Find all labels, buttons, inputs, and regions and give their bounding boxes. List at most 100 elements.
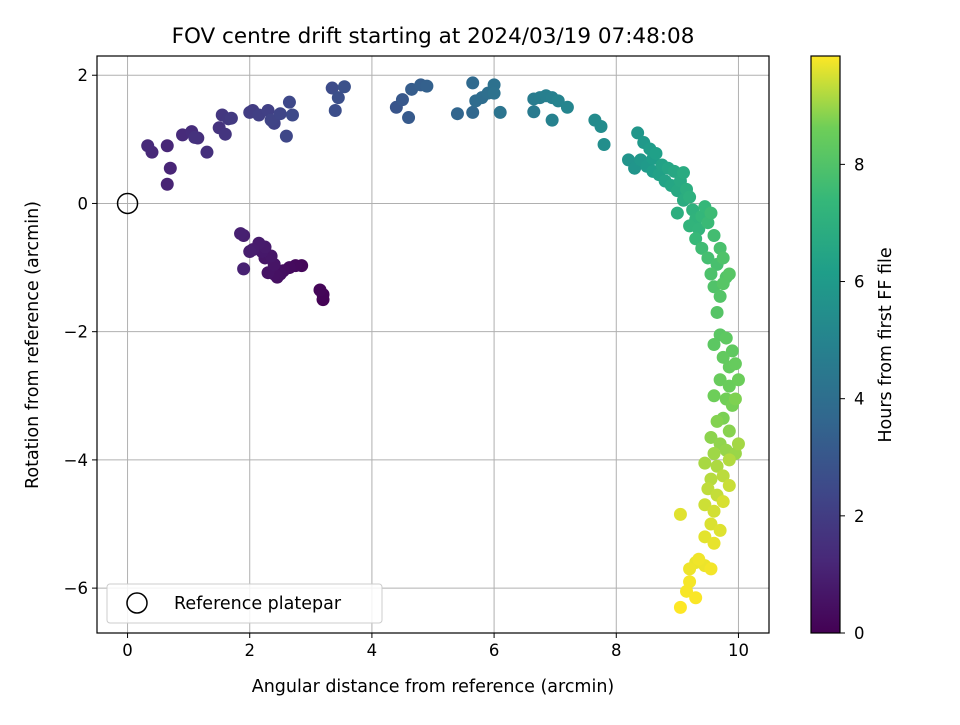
data-point: [160, 139, 174, 153]
y-tick-label: −2: [64, 323, 88, 342]
data-point: [285, 108, 299, 122]
data-point: [487, 86, 501, 100]
data-point: [673, 600, 687, 614]
x-tick-label: 0: [122, 641, 133, 660]
data-point: [594, 120, 608, 134]
colorbar: 0 2 4 6 8 Hours from first FF file: [810, 55, 896, 643]
data-point: [683, 562, 697, 576]
data-point: [273, 107, 287, 121]
data-point: [716, 350, 730, 364]
data-point: [710, 459, 724, 473]
data-point: [325, 81, 339, 95]
data-point: [243, 245, 257, 259]
plot-frame: [96, 55, 770, 634]
data-point: [701, 251, 715, 265]
x-axis-label: Angular distance from reference (arcmin): [252, 677, 615, 697]
data-point: [716, 251, 730, 265]
data-point: [234, 227, 248, 241]
data-point: [704, 430, 718, 444]
data-point: [493, 105, 507, 119]
data-point: [160, 177, 174, 191]
data-point: [704, 206, 718, 220]
data-point: [707, 229, 721, 243]
data-point: [218, 127, 232, 141]
data-point: [466, 105, 480, 119]
data-point: [707, 338, 721, 351]
data-point: [719, 331, 733, 345]
data-point: [313, 283, 327, 297]
data-point: [731, 373, 745, 387]
data-point: [237, 262, 251, 276]
x-tick-label: 4: [367, 641, 378, 660]
data-point: [713, 523, 727, 537]
data-point: [707, 446, 721, 460]
data-point: [695, 241, 709, 255]
data-point: [282, 95, 296, 109]
data-point: [713, 289, 727, 303]
data-point: [728, 357, 742, 371]
data-point: [716, 469, 730, 483]
colorbar-tick-label: 2: [854, 507, 865, 526]
legend-entry-label: Reference platepar: [174, 594, 342, 614]
data-point: [631, 126, 645, 140]
x-tick-label: 6: [489, 641, 500, 660]
data-point: [722, 424, 736, 438]
data-point: [337, 80, 351, 94]
data-point: [722, 379, 736, 393]
legend: Reference platepar: [106, 583, 383, 624]
data-point: [716, 495, 730, 509]
y-tick-label: −4: [64, 451, 88, 470]
data-point: [264, 113, 278, 127]
data-point: [649, 146, 663, 160]
data-point: [728, 392, 742, 406]
data-point: [680, 584, 694, 598]
data-point: [420, 79, 434, 93]
colorbar-tick-label: 8: [854, 155, 865, 174]
data-point: [722, 267, 736, 281]
data-point: [707, 389, 721, 403]
chart-title: FOV centre drift starting at 2024/03/19 …: [172, 24, 695, 49]
data-point: [722, 479, 736, 493]
data-point: [224, 111, 238, 125]
data-point: [707, 504, 721, 518]
data-point: [163, 161, 177, 175]
y-axis-label: Rotation from reference (arcmin): [23, 201, 43, 489]
y-tick-label: −6: [64, 579, 88, 598]
legend-marker-icon: [126, 592, 148, 614]
data-point: [545, 113, 559, 127]
data-point: [722, 453, 736, 467]
x-tick-label: 2: [244, 641, 255, 660]
y-tick-label: 2: [78, 66, 89, 85]
data-point: [527, 105, 541, 119]
data-point: [328, 103, 342, 117]
data-point: [466, 76, 480, 90]
data-point: [673, 507, 687, 521]
data-point: [698, 456, 712, 470]
data-point: [698, 530, 712, 544]
data-point: [689, 232, 703, 246]
data-point: [683, 190, 697, 204]
data-point: [188, 130, 202, 144]
data-point: [692, 552, 706, 566]
data-point: [395, 93, 409, 107]
data-point: [725, 344, 739, 358]
data-point: [551, 94, 565, 108]
data-point: [676, 166, 690, 180]
data-point: [701, 482, 715, 496]
legend-box: [106, 583, 383, 624]
data-point: [402, 111, 416, 125]
data-point: [713, 373, 727, 387]
data-point: [704, 267, 718, 281]
x-tick-label: 8: [611, 641, 622, 660]
reference-platepar-marker: [116, 192, 139, 215]
colorbar-label: Hours from first FF file: [876, 247, 896, 442]
data-point: [689, 591, 703, 605]
data-point: [560, 100, 574, 114]
data-point: [716, 277, 730, 291]
data-point: [670, 206, 684, 220]
data-point: [331, 91, 345, 105]
colorbar-tick-label: 4: [854, 390, 865, 409]
data-point: [450, 107, 464, 121]
colorbar-tick-label: 0: [854, 624, 865, 643]
